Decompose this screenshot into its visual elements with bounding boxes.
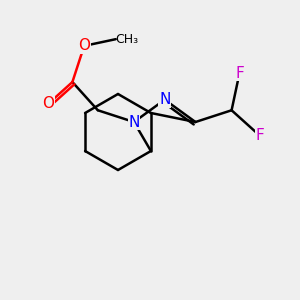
Text: N: N (128, 115, 140, 130)
Text: F: F (235, 66, 244, 81)
Text: CH₃: CH₃ (116, 33, 139, 46)
Text: O: O (78, 38, 90, 53)
Text: O: O (42, 96, 54, 111)
Text: F: F (256, 128, 264, 143)
Text: N: N (159, 92, 170, 107)
